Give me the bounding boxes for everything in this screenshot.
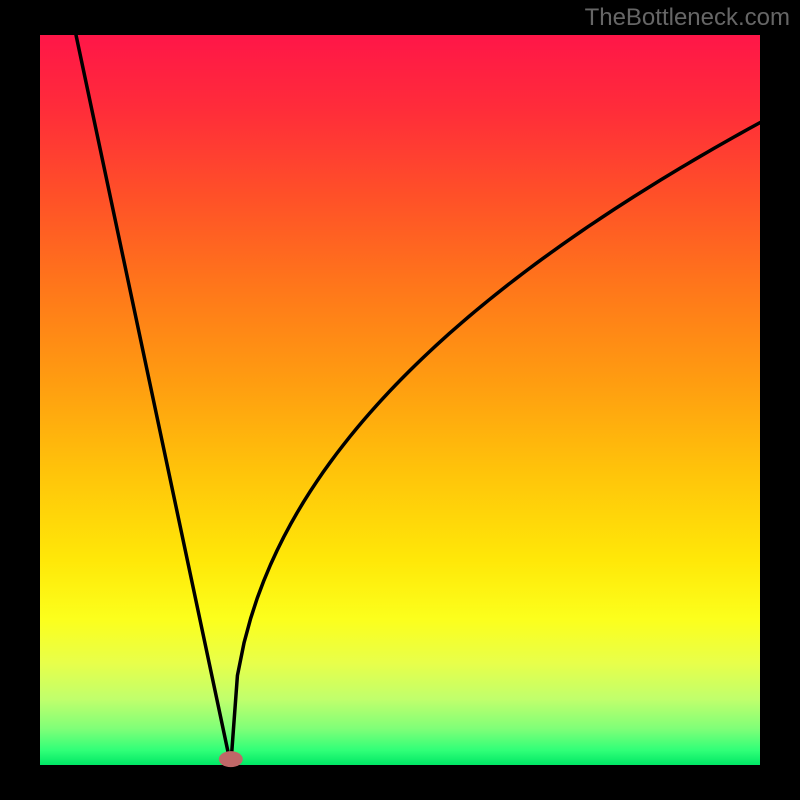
- optimal-marker: [219, 751, 243, 767]
- bottleneck-curve-chart: [0, 0, 800, 800]
- chart-plot-area: [40, 35, 760, 765]
- watermark-text: TheBottleneck.com: [585, 4, 790, 32]
- chart-container: TheBottleneck.com: [0, 0, 800, 800]
